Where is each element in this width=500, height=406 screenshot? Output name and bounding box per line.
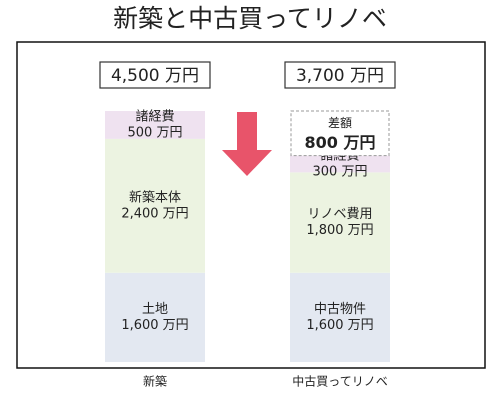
total-box bbox=[284, 61, 396, 89]
segment-name: 中古物件 bbox=[314, 302, 366, 317]
x-tick-label: 中古買ってリノベ bbox=[292, 374, 387, 389]
value-label: 1,800 万円 bbox=[306, 223, 373, 238]
total-label: 4,500 万円 bbox=[111, 66, 199, 86]
segment-name: 新築本体 bbox=[129, 189, 181, 205]
segment-name: リノベ費用 bbox=[307, 207, 372, 222]
chart-title: 新築と中古買ってリノベ bbox=[113, 4, 387, 33]
value-label: 300 万円 bbox=[313, 164, 368, 179]
segment-name: 土地 bbox=[142, 302, 168, 317]
bar-segment bbox=[290, 155, 390, 173]
arrow bbox=[222, 112, 272, 176]
difference-name: 差額 bbox=[328, 116, 352, 130]
bar-segment bbox=[105, 272, 205, 362]
frame bbox=[16, 41, 486, 369]
bar-segment bbox=[290, 272, 390, 362]
value-label: 500 万円 bbox=[128, 125, 183, 140]
total-label: 3,700 万円 bbox=[296, 66, 384, 86]
bar-segment bbox=[105, 138, 205, 273]
difference-label: 800 万円 bbox=[305, 133, 376, 152]
segment-name: 諸経費 bbox=[135, 108, 174, 124]
value-label: 2,400 万円 bbox=[121, 206, 188, 221]
bar-segment bbox=[105, 111, 205, 139]
difference-box bbox=[290, 110, 390, 157]
total-box bbox=[99, 61, 211, 89]
bar-segment bbox=[290, 172, 390, 273]
value-label: 1,600 万円 bbox=[306, 318, 373, 333]
x-tick-label: 新築 bbox=[143, 374, 167, 389]
value-label: 1,600 万円 bbox=[121, 318, 188, 333]
